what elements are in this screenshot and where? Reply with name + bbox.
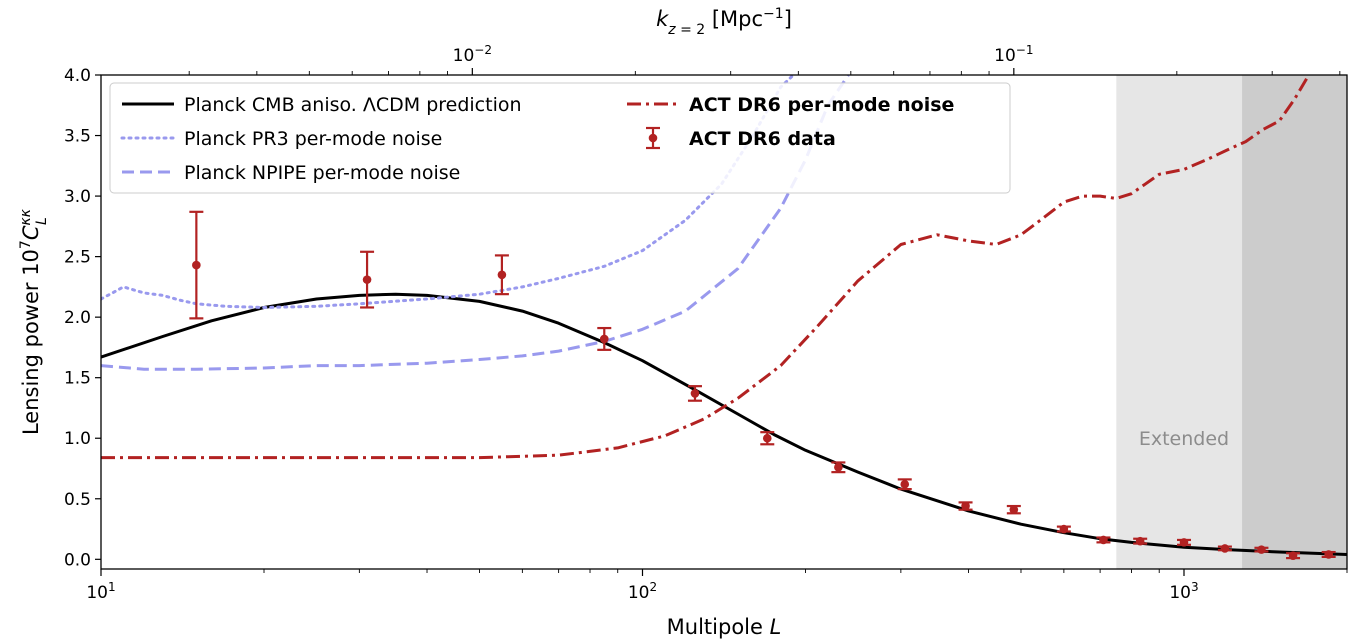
x-tick-label-2: 103 <box>1169 580 1198 603</box>
data-point-4 <box>597 326 612 351</box>
y-axis-label: Lensing power 107CκκL <box>18 208 50 435</box>
legend-entry-3: Planck NPIPE per-mode noise <box>122 162 460 184</box>
shaded-region-1 <box>1116 75 1243 569</box>
legend-entry-2: Planck PR3 per-mode noise <box>120 128 442 150</box>
y-tick-label-4: 2.0 <box>64 308 91 328</box>
data-point-13 <box>1133 536 1148 546</box>
data-point-14 <box>1176 538 1191 547</box>
data-point-17 <box>1286 551 1301 560</box>
legend-entry-4: ACT DR6 per-mode noise <box>627 94 954 116</box>
series-line-2 <box>101 75 795 309</box>
data-point-11 <box>1056 524 1071 534</box>
y-tick-label-2: 1.0 <box>64 429 91 449</box>
y-tick-label-1: 0.5 <box>64 490 91 510</box>
data-point-3 <box>494 254 509 296</box>
x-tick-label-1: 102 <box>628 580 657 603</box>
data-point-7 <box>831 461 846 474</box>
data-point-15 <box>1217 544 1232 553</box>
y-tick-label-8: 4.0 <box>64 66 91 86</box>
top-tick-label-0: 10−2 <box>453 43 492 66</box>
legend-label-2: Planck PR3 per-mode noise <box>184 128 442 150</box>
extended-region-label: Extended <box>1139 428 1229 450</box>
y-tick-label-7: 3.5 <box>64 127 91 147</box>
plot-frame <box>100 74 1348 570</box>
legend-label-1: Planck CMB aniso. ΛCDM prediction <box>184 94 522 116</box>
legend: Planck CMB aniso. ΛCDM prediction Planck … <box>109 82 1011 194</box>
y-tick-label-3: 1.5 <box>64 369 91 389</box>
legend-label-4: ACT DR6 per-mode noise <box>689 94 954 116</box>
data-point-9 <box>958 501 973 511</box>
top-axis-label: kz = 2 [Mpc−1] <box>656 6 792 38</box>
legend-entry-1: Planck CMB aniso. ΛCDM prediction <box>122 94 522 116</box>
series-line-1 <box>101 292 1347 556</box>
series-line-4 <box>101 75 1311 460</box>
data-point-10 <box>1006 504 1021 515</box>
legend-label-3: Planck NPIPE per-mode noise <box>184 162 460 184</box>
y-tick-label-0: 0.0 <box>64 550 91 570</box>
data-point-6 <box>760 431 775 446</box>
data-point-5 <box>687 385 702 402</box>
shaded-region-2 <box>1242 75 1347 569</box>
y-tick-label-5: 2.5 <box>64 248 91 268</box>
top-tick-label-1: 10−1 <box>994 43 1033 66</box>
data-point-8 <box>897 478 912 491</box>
legend-entry-5: ACT DR6 data <box>646 126 836 150</box>
data-point-18 <box>1321 550 1336 559</box>
series-line-3 <box>101 75 850 371</box>
data-point-12 <box>1096 535 1111 545</box>
data-point-16 <box>1254 545 1269 554</box>
y-tick-label-6: 3.0 <box>64 187 91 207</box>
x-axis-label: Multipole L <box>667 615 782 639</box>
legend-label-5: ACT DR6 data <box>689 128 836 150</box>
x-tick-label-0: 101 <box>86 580 115 603</box>
data-point-2 <box>360 250 375 309</box>
data-point-1 <box>189 210 204 320</box>
